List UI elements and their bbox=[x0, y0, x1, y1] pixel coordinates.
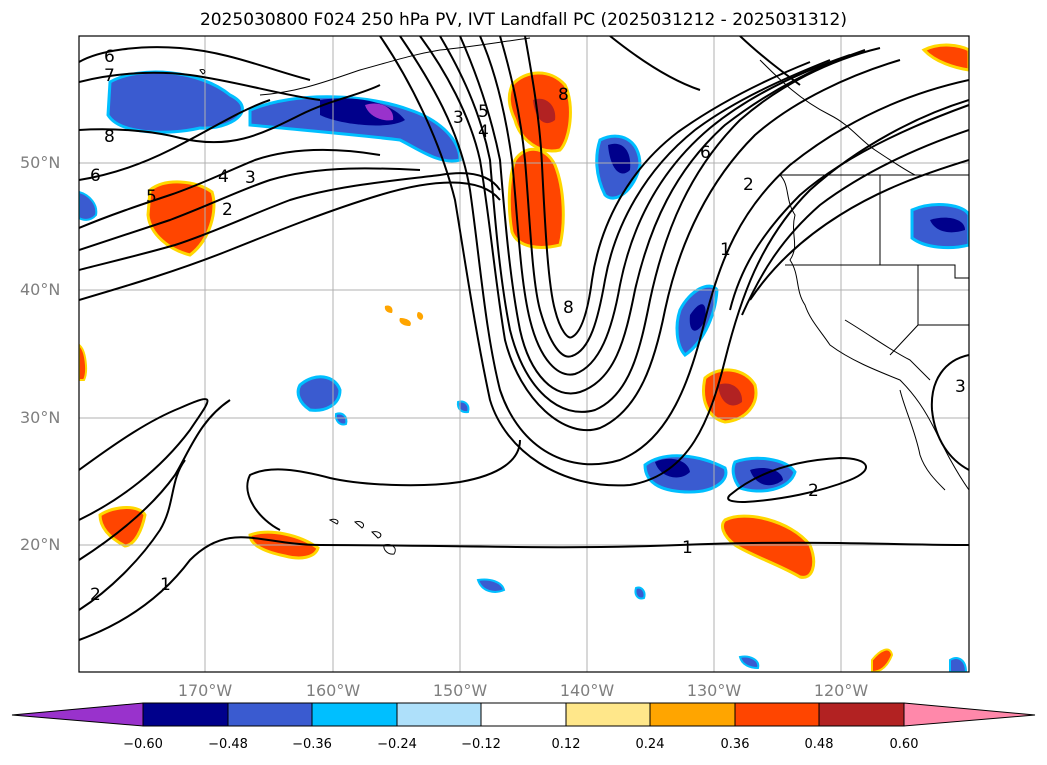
colorbar-bin bbox=[818, 702, 905, 727]
colorbar-tick: 0.48 bbox=[804, 737, 834, 752]
contour-label: 8 bbox=[563, 298, 574, 318]
lon-label-120w: 120°W bbox=[813, 681, 869, 700]
lat-label-30n: 30°N bbox=[20, 408, 61, 427]
lon-label-140w: 140°W bbox=[559, 681, 615, 700]
colorbar-bin bbox=[227, 702, 313, 727]
contour-label: 1 bbox=[160, 575, 171, 595]
contour-label: 2 bbox=[808, 481, 819, 501]
contour-label: 3 bbox=[245, 168, 256, 188]
colorbar-extend-high bbox=[903, 702, 1036, 727]
contour-label: 1 bbox=[720, 240, 731, 260]
contour-label: 2 bbox=[743, 175, 754, 195]
colorbar-extend-low bbox=[11, 702, 144, 727]
colorbar-tick: 0.24 bbox=[635, 737, 665, 752]
colorbar-bin bbox=[565, 702, 651, 727]
contour-label: 5 bbox=[478, 102, 489, 122]
lon-label-170w: 170°W bbox=[177, 681, 233, 700]
lat-lon-grid bbox=[79, 36, 969, 672]
colorbar-tick: 0.12 bbox=[551, 737, 581, 752]
contour-label: 4 bbox=[218, 167, 229, 187]
lat-label-50n: 50°N bbox=[20, 153, 61, 172]
contour-labels: 6 7 8 6 5 4 3 2 5 4 3 8 8 6 2 1 2 1 2 1 … bbox=[90, 47, 966, 605]
contour-label: 2 bbox=[222, 200, 233, 220]
map-frame bbox=[78, 35, 970, 673]
contour-label: 8 bbox=[104, 127, 115, 147]
colorbar-tick: −0.60 bbox=[123, 737, 163, 752]
contour-label: 7 bbox=[104, 66, 115, 86]
colorbar bbox=[11, 702, 1036, 727]
colorbar-tick: −0.12 bbox=[461, 737, 501, 752]
colorbar-tick: 0.36 bbox=[720, 737, 750, 752]
lat-label-20n: 20°N bbox=[20, 535, 61, 554]
contour-label: 6 bbox=[90, 166, 101, 186]
contour-label: 5 bbox=[146, 187, 157, 207]
colorbar-tick: −0.36 bbox=[292, 737, 332, 752]
colorbar-tick: −0.48 bbox=[208, 737, 248, 752]
colorbar-bin bbox=[142, 702, 229, 727]
pv-shading bbox=[79, 43, 969, 672]
colorbar-bin bbox=[311, 702, 398, 727]
contour-label: 6 bbox=[700, 143, 711, 163]
lon-label-160w: 160°W bbox=[305, 681, 361, 700]
contour-label: 3 bbox=[453, 108, 464, 128]
contour-label: 3 bbox=[955, 377, 966, 397]
contour-label: 2 bbox=[90, 585, 101, 605]
map-title: 2025030800 F024 250 hPa PV, IVT Landfall… bbox=[199, 10, 847, 30]
lon-label-130w: 130°W bbox=[686, 681, 742, 700]
contour-label: 1 bbox=[682, 538, 693, 558]
lat-label-40n: 40°N bbox=[20, 280, 61, 299]
colorbar-tick: −0.24 bbox=[377, 737, 417, 752]
pv-contours bbox=[79, 36, 969, 641]
colorbar-tick: 0.60 bbox=[889, 737, 919, 752]
lon-label-150w: 150°W bbox=[432, 681, 488, 700]
colorbar-bin bbox=[649, 702, 736, 727]
contour-label: 4 bbox=[478, 122, 489, 142]
colorbar-bin bbox=[480, 702, 567, 727]
contour-label: 8 bbox=[558, 85, 569, 105]
colorbar-bin bbox=[396, 702, 482, 727]
contour-label: 6 bbox=[104, 47, 115, 67]
colorbar-bin bbox=[734, 702, 820, 727]
